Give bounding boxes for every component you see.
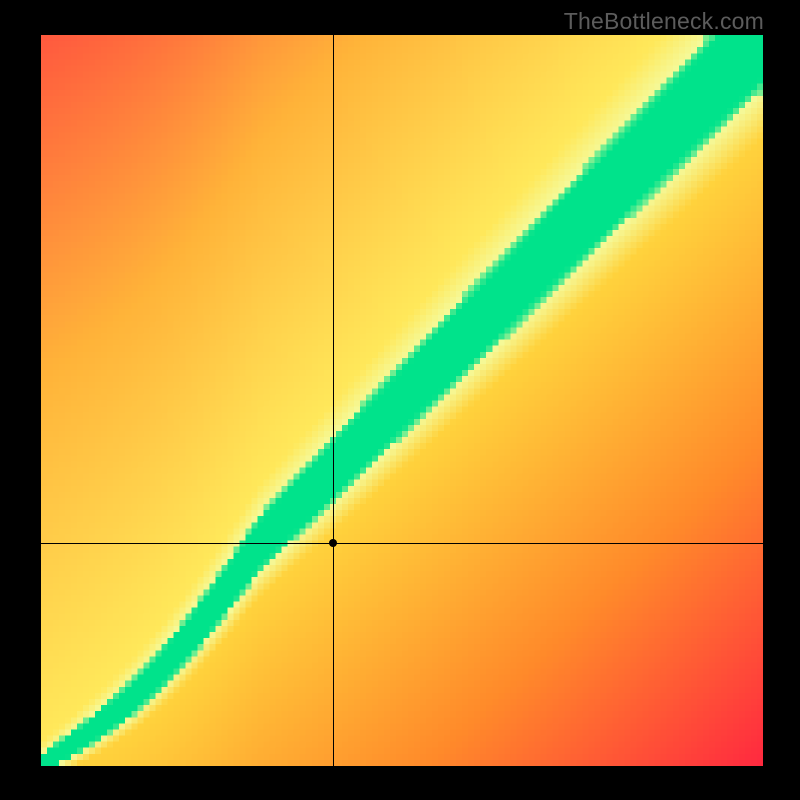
watermark-label: TheBottleneck.com <box>564 8 764 35</box>
crosshair-vertical <box>333 35 334 766</box>
chart-container: TheBottleneck.com <box>0 0 800 800</box>
bottleneck-heatmap <box>41 35 763 766</box>
crosshair-horizontal <box>41 543 763 544</box>
